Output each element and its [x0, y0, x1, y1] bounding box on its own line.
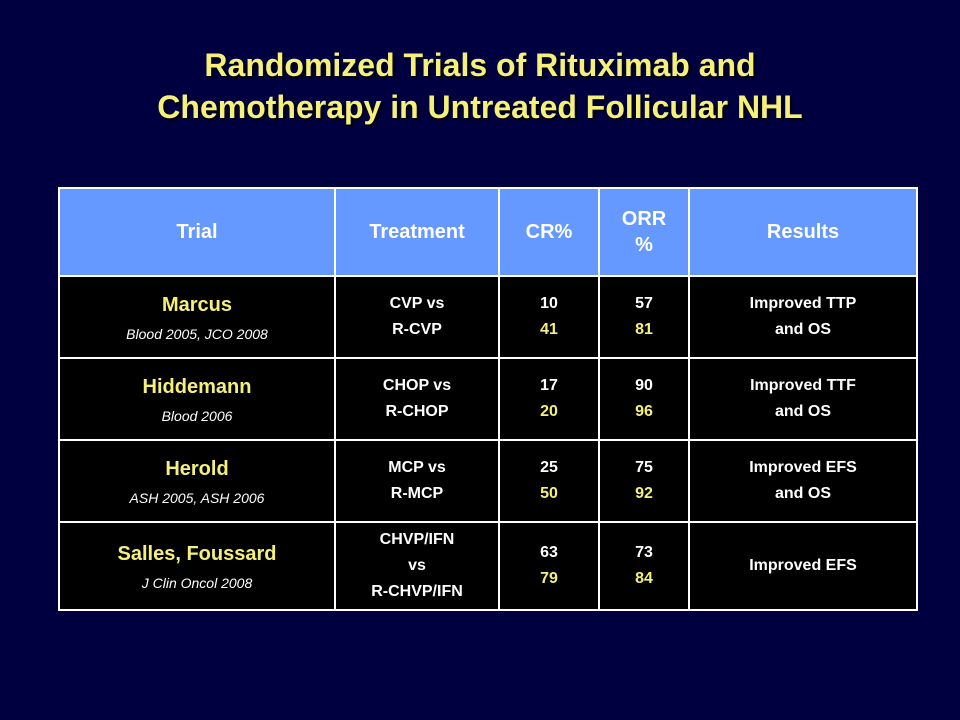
orr-cell: 90 96: [598, 357, 690, 441]
title-line-1: Randomized Trials of Rituximab and: [204, 47, 756, 83]
treatment-rituximab: R-CHOP: [385, 403, 449, 420]
trial-cell: Hiddemann Blood 2006: [58, 357, 336, 441]
orr-control: 57: [635, 295, 653, 312]
trial-reference: ASH 2005, ASH 2006: [129, 490, 265, 506]
treatment-rituximab: R-CHVP/IFN: [371, 583, 463, 600]
trial-name: Hiddemann: [142, 376, 252, 398]
cr-control: 10: [540, 295, 558, 312]
cr-rituximab: 50: [540, 485, 558, 502]
cr-control: 25: [540, 459, 558, 476]
orr-cell: 57 81: [598, 275, 690, 359]
cr-rituximab: 20: [540, 403, 558, 420]
orr-control: 73: [635, 544, 653, 561]
treatment-control: CHVP/IFN: [379, 531, 455, 548]
cr-rituximab: 41: [540, 321, 558, 338]
treatment-cell: CHOP vs R-CHOP: [334, 357, 500, 441]
orr-control: 75: [635, 459, 653, 476]
treatment-control: CVP vs: [389, 295, 445, 312]
table-row: Salles, Foussard J Clin Oncol 2008 CHVP/…: [58, 521, 918, 611]
header-cr: CR%: [498, 187, 600, 277]
cr-control: 17: [540, 377, 558, 394]
results-cell: Improved TTF and OS: [688, 357, 918, 441]
orr-cell: 75 92: [598, 439, 690, 523]
results-line-2: and OS: [774, 403, 831, 420]
cr-cell: 63 79: [498, 521, 600, 611]
trial-cell: Marcus Blood 2005, JCO 2008: [58, 275, 336, 359]
trial-reference: Blood 2006: [161, 408, 233, 424]
orr-rituximab: 92: [635, 485, 653, 502]
trial-cell: Herold ASH 2005, ASH 2006: [58, 439, 336, 523]
header-row: Trial Treatment CR% ORR % Results: [58, 187, 918, 277]
treatment-vs: vs: [408, 557, 426, 574]
cr-cell: 25 50: [498, 439, 600, 523]
header-orr: ORR %: [598, 187, 690, 277]
treatment-cell: MCP vs R-MCP: [334, 439, 500, 523]
cr-control: 63: [540, 544, 558, 561]
trial-name: Marcus: [161, 294, 233, 316]
treatment-cell: CVP vs R-CVP: [334, 275, 500, 359]
treatment-rituximab: R-CVP: [392, 321, 442, 338]
orr-rituximab: 96: [635, 403, 653, 420]
results-cell: Improved TTP and OS: [688, 275, 918, 359]
trial-reference: J Clin Oncol 2008: [141, 575, 253, 591]
cr-rituximab: 79: [540, 570, 558, 587]
treatment-control: CHOP vs: [382, 377, 452, 394]
results-line-1: Improved EFS: [749, 557, 857, 574]
cr-cell: 17 20: [498, 357, 600, 441]
table-row: Marcus Blood 2005, JCO 2008 CVP vs R-CVP…: [58, 275, 918, 359]
trials-table: Trial Treatment CR% ORR % Results Marcus…: [58, 187, 918, 611]
cr-cell: 10 41: [498, 275, 600, 359]
treatment-cell: CHVP/IFN vs R-CHVP/IFN: [334, 521, 500, 611]
header-trial: Trial: [58, 187, 336, 277]
results-line-1: Improved TTP: [749, 295, 857, 312]
header-results: Results: [688, 187, 918, 277]
trial-name: Herold: [165, 458, 229, 480]
table-row: Hiddemann Blood 2006 CHOP vs R-CHOP 17 2…: [58, 357, 918, 441]
results-cell: Improved EFS: [688, 521, 918, 611]
title-line-2: Chemotherapy in Untreated Follicular NHL: [157, 89, 803, 125]
treatment-control: MCP vs: [388, 459, 446, 476]
trial-reference: Blood 2005, JCO 2008: [126, 326, 268, 342]
trial-cell: Salles, Foussard J Clin Oncol 2008: [58, 521, 336, 611]
treatment-rituximab: R-MCP: [390, 485, 444, 502]
orr-cell: 73 84: [598, 521, 690, 611]
table-row: Herold ASH 2005, ASH 2006 MCP vs R-MCP 2…: [58, 439, 918, 523]
results-line-1: Improved TTF: [750, 377, 856, 394]
trial-name: Salles, Foussard: [117, 543, 277, 565]
orr-rituximab: 84: [635, 570, 653, 587]
results-line-2: and OS: [774, 321, 831, 338]
results-cell: Improved EFS and OS: [688, 439, 918, 523]
orr-control: 90: [635, 377, 653, 394]
orr-rituximab: 81: [635, 321, 653, 338]
results-line-1: Improved EFS: [749, 459, 857, 476]
results-line-2: and OS: [774, 485, 831, 502]
slide-title: Randomized Trials of Rituximab and Chemo…: [0, 44, 960, 128]
header-treatment: Treatment: [334, 187, 500, 277]
